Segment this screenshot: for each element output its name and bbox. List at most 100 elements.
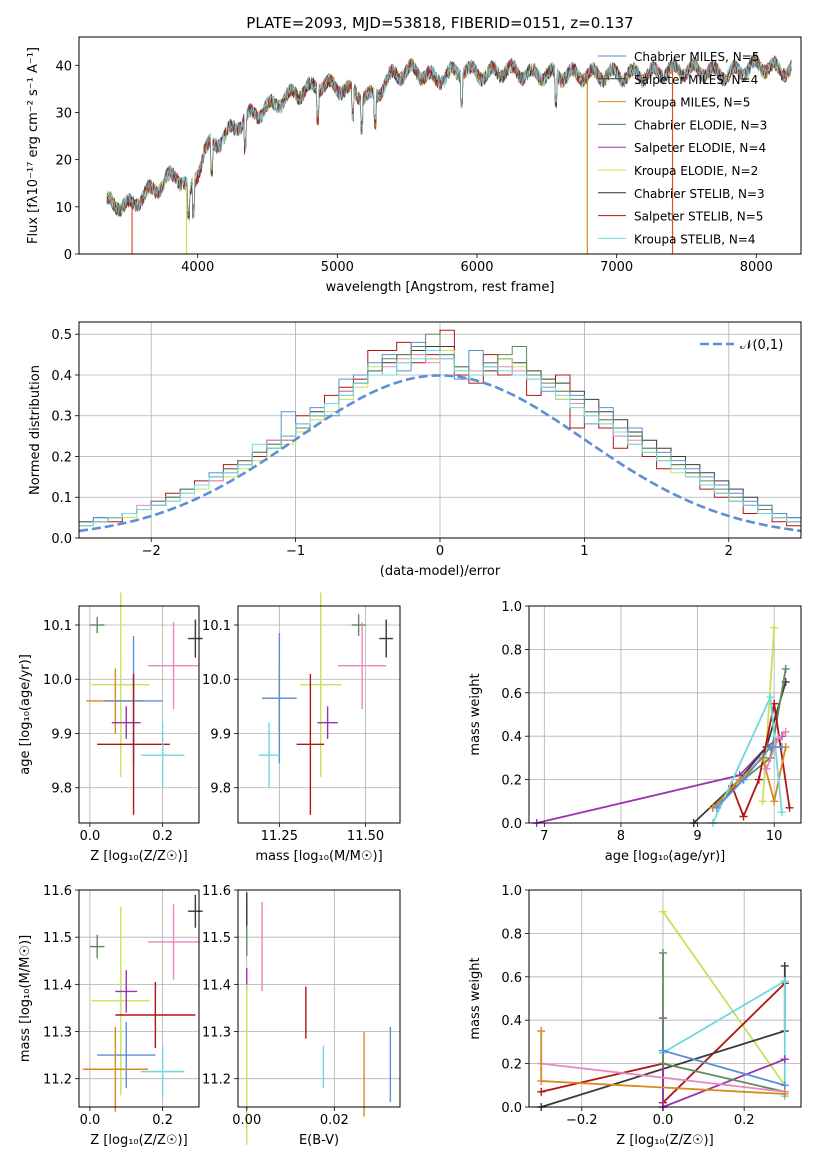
normal-curve [78,374,802,533]
x-tick-label: 4000 [181,260,214,275]
y-tick-label: 0.6 [501,687,522,702]
y-tick-label: 20 [55,154,72,169]
spectrum-line [106,54,792,216]
x-tick-label: −1 [286,544,305,559]
mass-weight-marker [766,693,775,702]
y-tick-label: 0.2 [501,1058,522,1073]
x-axis-label: Z [log₁₀(Z/Z☉)] [90,1133,187,1148]
legend-label: Salpeter ELODIE, N=4 [634,141,766,155]
mass-weight-marker [780,1055,789,1064]
legend-label: Chabrier STELIB, N=3 [634,187,765,201]
y-axis-label: age [log₁₀(age/yr)] [18,654,33,775]
x-tick-label: 7000 [600,260,633,275]
y-tick-label: 11.6 [202,884,231,899]
y-tick-label: 9.8 [51,782,72,797]
y-tick-label: 11.4 [43,978,72,993]
mass-weight-marker [658,948,667,957]
axes-frame [237,889,401,1108]
axes-frame [528,605,802,824]
mass-weight-marker [537,1027,546,1036]
y-tick-label: 0.0 [51,532,72,547]
y-tick-label: 11.4 [202,978,231,993]
mass-weight-line [662,1049,786,1087]
y-tick-label: 9.9 [51,727,72,742]
y-axis-label: mass weight [468,957,483,1039]
y-tick-label: 0.0 [501,1101,522,1116]
y-tick-label: 30 [55,106,72,121]
x-tick-label: 0.2 [734,1113,755,1128]
y-tick-label: 1.0 [501,884,522,899]
y-tick-label: 0 [64,248,72,263]
y-tick-label: 0.2 [501,774,522,789]
x-tick-label: −2 [142,544,161,559]
y-tick-label: 0.4 [501,1014,522,1029]
legend-label: Chabrier ELODIE, N=3 [634,118,767,132]
mass-weight-marker [770,623,779,632]
x-tick-label: 9 [693,829,701,844]
x-axis-label: (data-model)/error [380,564,501,579]
axes-frame [528,889,802,1108]
y-tick-label: 11.6 [43,884,72,899]
y-tick-label: 10.1 [202,619,231,634]
mass-weight-marker [780,1081,789,1090]
mass-weight-marker [537,1087,546,1096]
y-tick-label: 10.0 [202,673,231,688]
legend-label: Chabrier MILES, N=5 [634,50,759,64]
y-axis-label: Normed distribution [28,365,43,495]
legend-label: Salpeter STELIB, N=5 [634,210,763,224]
mass-weight-marker [658,1059,667,1068]
y-axis-label: mass weight [468,673,483,755]
x-tick-label: 0.2 [152,829,173,844]
mass-weight-marker [780,1089,789,1098]
x-tick-label: 2 [725,544,733,559]
x-tick-label: 0.0 [653,1113,674,1128]
x-axis-label: wavelength [Angstrom, rest frame] [326,280,555,295]
x-axis-label: Z [log₁₀(Z/Z☉)] [90,849,187,864]
x-tick-label: 0 [436,544,444,559]
y-tick-label: 11.5 [202,931,231,946]
mass-weight-marker [739,775,748,784]
mass-weight-line [662,952,786,1093]
mass-weight-marker [781,727,790,736]
y-tick-label: 0.1 [51,491,72,506]
mass-weight-marker [777,808,786,817]
y-tick-label: 0.5 [51,328,72,343]
axes-frame [78,889,200,1108]
y-tick-label: 10.1 [43,619,72,634]
y-tick-label: 10.0 [43,673,72,688]
y-tick-label: 0.8 [501,927,522,942]
y-tick-label: 0.2 [51,450,72,465]
x-tick-label: 0.02 [320,1113,349,1128]
mass-weight-marker [777,743,786,752]
histogram-series [78,350,801,530]
legend-label: Kroupa STELIB, N=4 [634,232,756,246]
x-tick-label: 0.0 [80,1113,101,1128]
y-tick-label: 11.2 [202,1073,231,1088]
mass-weight-marker [780,961,789,970]
x-tick-label: 10 [766,829,783,844]
legend-label: Kroupa MILES, N=5 [634,96,750,110]
y-tick-label: 40 [55,59,72,74]
axes-frame [78,605,200,824]
x-tick-label: 8 [617,829,625,844]
x-axis-label: E(B-V) [299,1133,339,1148]
y-tick-label: 0.6 [501,971,522,986]
y-tick-label: 11.3 [43,1026,72,1041]
mass-weight-line [541,1062,785,1093]
mass-weight-line [716,746,782,809]
y-tick-label: 0.0 [501,817,522,832]
mass-weight-marker [658,1046,667,1055]
mass-weight-marker [762,764,771,773]
legend-label: 𝒩(0,1) [740,338,783,353]
y-tick-label: 9.8 [210,782,231,797]
x-tick-label: 0.2 [152,1113,173,1128]
x-axis-label: Z [log₁₀(Z/Z☉)] [616,1133,713,1148]
x-tick-label: 11.50 [347,829,384,844]
mass-weight-marker [658,907,667,916]
y-tick-label: 0.4 [51,369,72,384]
axes-frame [78,36,802,255]
y-tick-label: 11.2 [43,1073,72,1088]
y-tick-label: 11.5 [43,931,72,946]
x-tick-label: 1 [580,544,588,559]
